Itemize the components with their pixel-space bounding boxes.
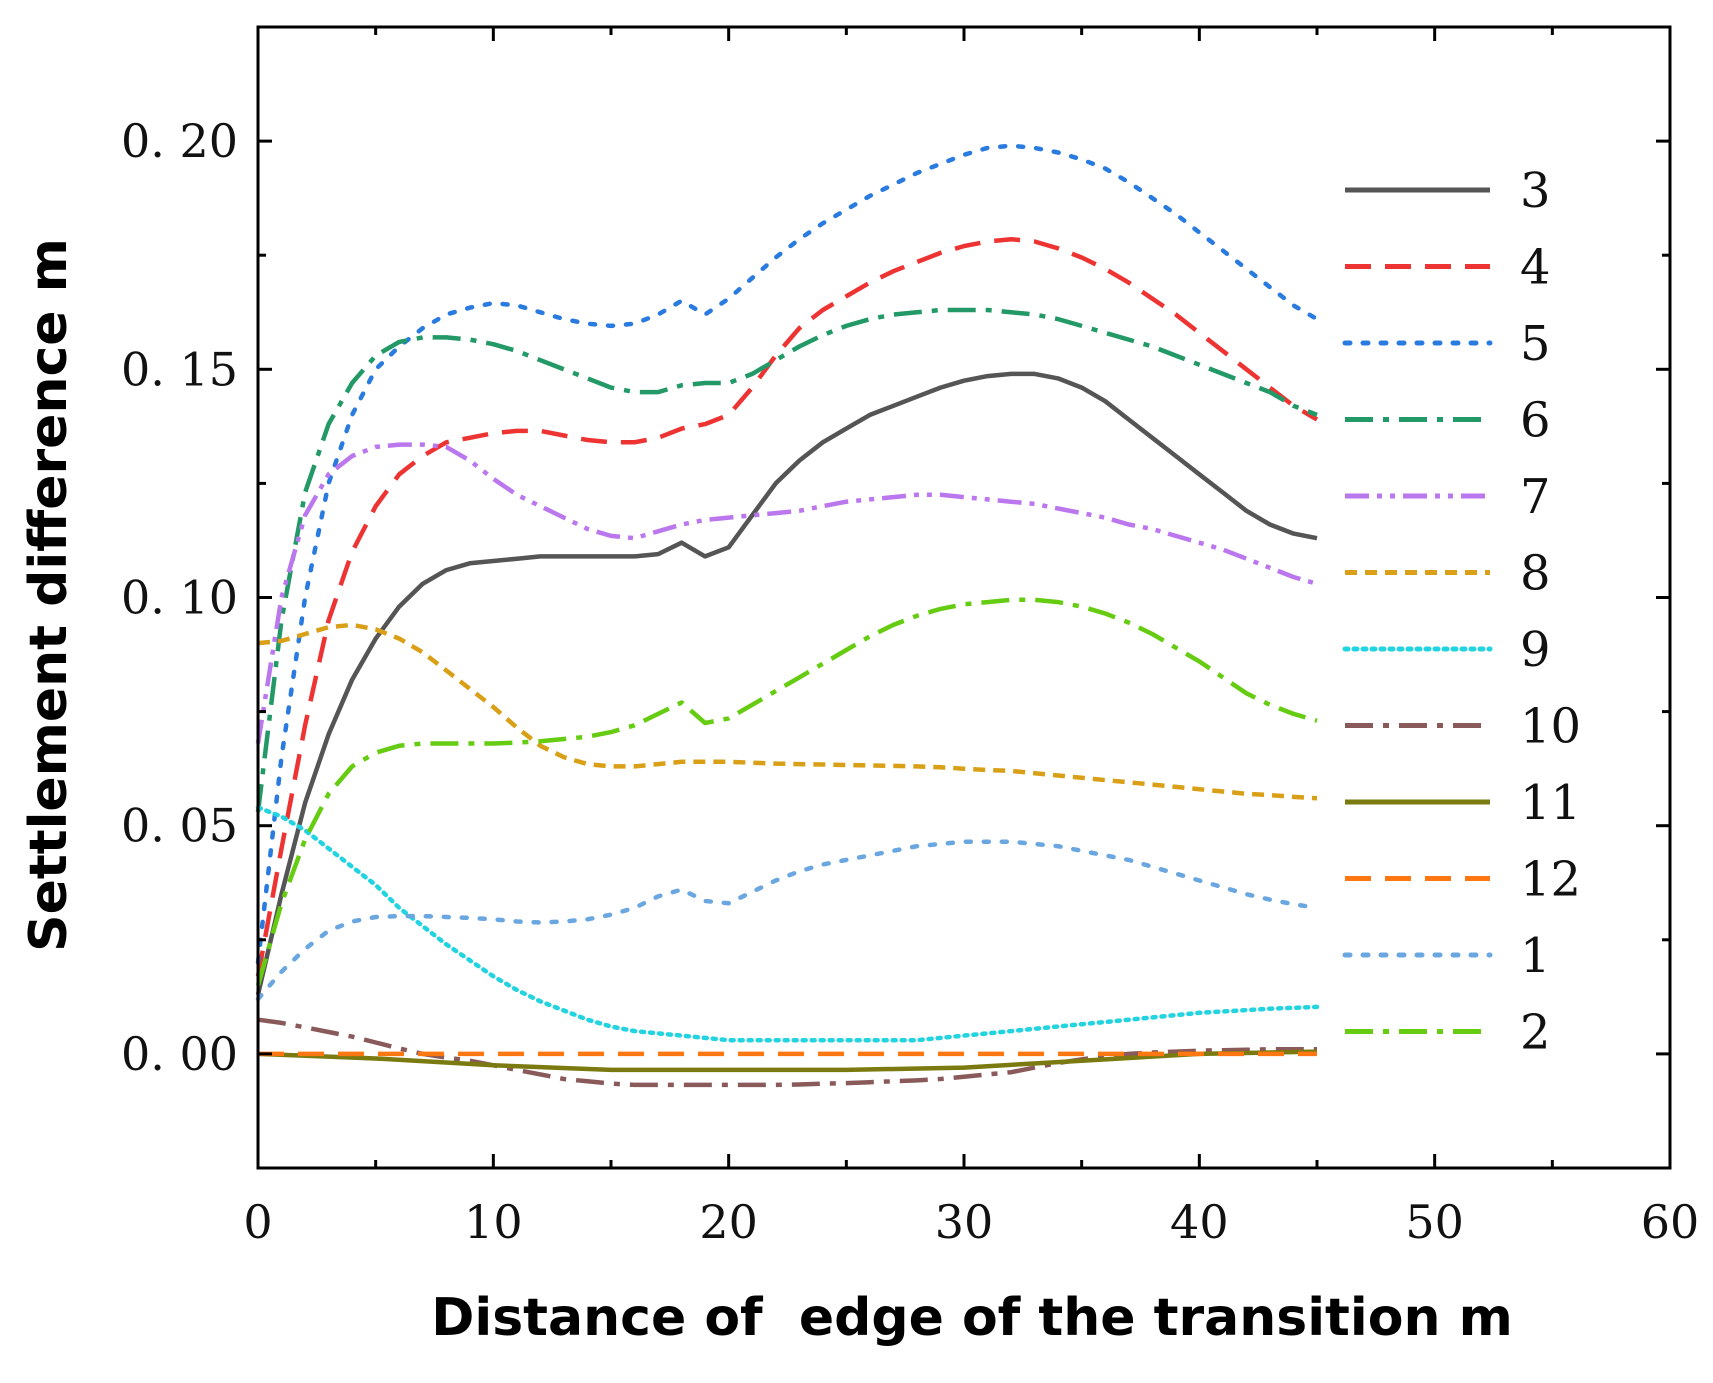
- x-tick-label: 10: [464, 1195, 523, 1249]
- legend-label-10: 10: [1520, 699, 1581, 755]
- x-tick-label: 0: [243, 1195, 272, 1249]
- y-axis-title: Settlement difference m: [19, 238, 79, 952]
- legend-label-2: 2: [1520, 1005, 1551, 1061]
- ticks-layer: 0 10 20 30 40 50 60 0. 00 0. 05 0. 10 0. 15 0. 20: [121, 25, 1700, 1249]
- series-line-7: [255, 442, 1318, 744]
- legend-label-8: 8: [1520, 546, 1551, 602]
- legend-label-12: 12: [1520, 852, 1581, 908]
- legend-label-7: 7: [1520, 469, 1551, 525]
- series-line-5: [255, 143, 1320, 965]
- x-tick-label: 20: [699, 1195, 758, 1249]
- series-line-8: [257, 622, 1318, 801]
- series-line-11: [257, 1049, 1318, 1073]
- series-layer: [255, 143, 1320, 1088]
- legend-label-6: 6: [1520, 393, 1551, 449]
- y-tick-label: 0. 15: [121, 342, 238, 396]
- y-tick-label: 0. 00: [121, 1027, 238, 1081]
- legend-label-5: 5: [1520, 316, 1551, 372]
- y-tick-label: 0. 20: [121, 114, 238, 168]
- x-axis-title: Distance of edge of the transition m: [431, 1288, 1513, 1348]
- axes-frame: [256, 25, 1672, 1170]
- x-tick-label: 30: [935, 1195, 994, 1249]
- legend-label-11: 11: [1520, 775, 1581, 831]
- series-line-4: [255, 236, 1319, 977]
- series-line-2: [255, 597, 1318, 987]
- x-tick-label: 40: [1170, 1195, 1229, 1249]
- series-line-1: [255, 839, 1320, 1002]
- series-line-3: [255, 371, 1318, 996]
- legend-label-3: 3: [1520, 163, 1551, 219]
- legend-label-1: 1: [1520, 928, 1551, 984]
- series-line-6: [255, 307, 1318, 813]
- legend-label-4: 4: [1520, 240, 1551, 296]
- y-tick-label: 0. 10: [121, 571, 238, 625]
- legend-label-9: 9: [1520, 622, 1551, 678]
- x-tick-label: 60: [1641, 1195, 1700, 1249]
- x-tick-label: 50: [1405, 1195, 1464, 1249]
- series-line-9: [255, 805, 1320, 1043]
- y-tick-label: 0. 05: [121, 799, 238, 853]
